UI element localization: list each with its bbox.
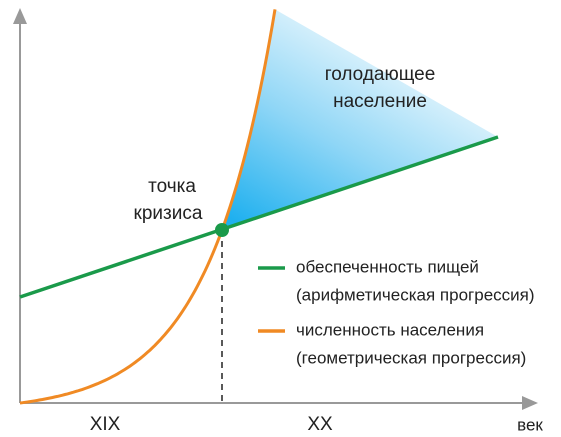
x-axis-arrow [522,396,538,410]
legend-text: численность населения [296,320,484,339]
hungry-area [222,9,498,231]
population-curve [19,9,277,405]
x-section: XIX [90,414,121,435]
x-axis-label: век [517,415,543,434]
food-line [19,135,499,299]
x-section: XX [307,414,333,435]
region-label: население [333,91,427,112]
crisis-point [215,223,229,237]
y-axis-arrow [13,8,27,24]
point-label: кризиса [134,203,203,224]
point-label: точка [148,176,196,197]
legend-text: (арифметическая прогрессия) [296,285,535,304]
region-label: голодающее [325,64,436,85]
legend-text: обеспеченность пищей [296,257,479,276]
legend-text: (геометрическая прогрессия) [296,348,526,367]
